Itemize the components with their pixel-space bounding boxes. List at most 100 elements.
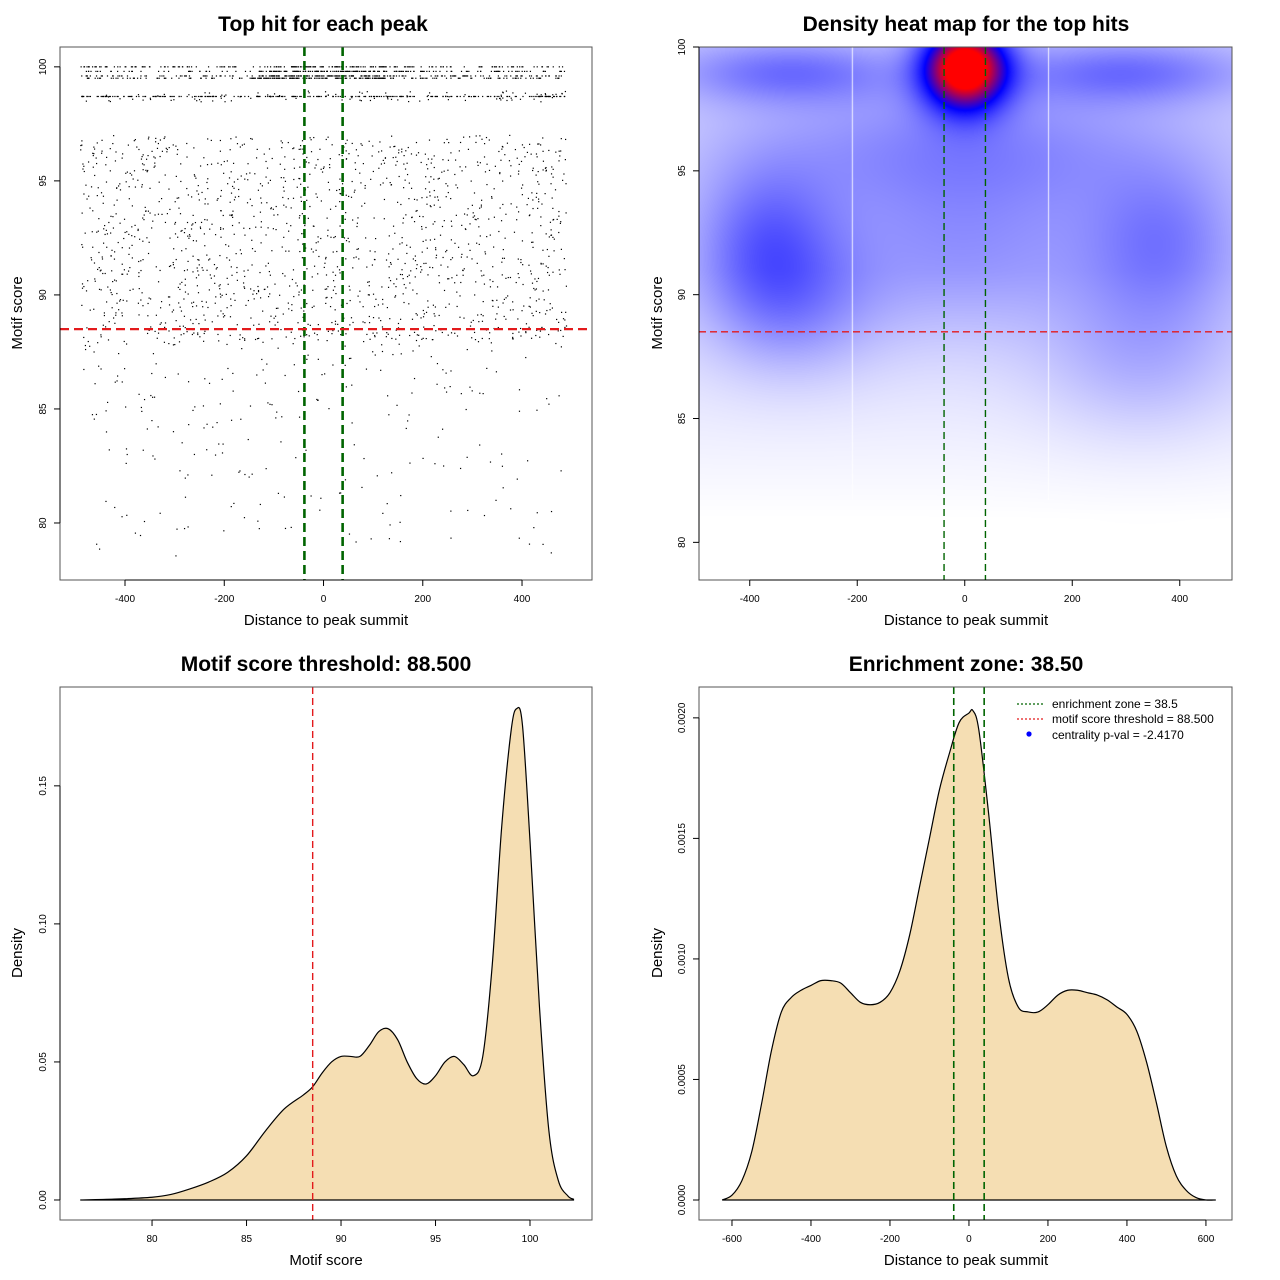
scatter-point <box>395 75 398 77</box>
scatter-point <box>130 95 132 98</box>
scatter-point <box>503 257 506 259</box>
scatter-point <box>267 182 269 184</box>
scatter-point <box>172 66 174 68</box>
scatter-point <box>450 197 452 200</box>
scatter-point <box>529 70 532 73</box>
scatter-point <box>267 95 269 98</box>
scatter-point <box>126 514 128 516</box>
scatter-point <box>432 267 434 269</box>
scatter-point <box>121 381 123 383</box>
scatter-point <box>394 66 396 68</box>
scatter-point <box>391 472 393 474</box>
scatter-point <box>329 158 331 160</box>
scatter-point <box>106 75 109 77</box>
scatter-point <box>497 326 499 329</box>
scatter-point <box>269 293 271 295</box>
scatter-point <box>428 181 430 183</box>
scatter-point <box>442 66 444 68</box>
scatter-point <box>385 336 387 338</box>
scatter-point <box>480 66 483 68</box>
scatter-point <box>126 171 128 173</box>
scatter-point <box>125 462 127 465</box>
scatter-point <box>501 465 504 467</box>
scatter-point <box>168 146 170 149</box>
scatter-point <box>389 146 391 148</box>
y-tick-label: 80 <box>677 536 688 548</box>
scatter-point <box>403 301 405 304</box>
scatter-point <box>388 414 390 416</box>
scatter-point <box>258 95 260 98</box>
scatter-point <box>419 100 421 102</box>
scatter-point <box>259 77 261 79</box>
scatter-point <box>228 177 231 179</box>
scatter-point <box>327 235 329 237</box>
scatter-point <box>518 70 520 73</box>
scatter-point <box>328 408 330 410</box>
scatter-point <box>537 181 539 183</box>
scatter-point <box>282 272 284 275</box>
scatter-point <box>321 77 324 79</box>
scatter-point <box>483 143 486 145</box>
scatter-point <box>282 196 284 199</box>
scatter-point <box>280 140 282 142</box>
scatter-point <box>533 66 535 68</box>
scatter-point <box>518 170 520 172</box>
scatter-point <box>433 155 435 157</box>
scatter-point <box>236 266 238 269</box>
scatter-point <box>257 289 260 292</box>
scatter-point <box>456 291 458 293</box>
y-tick-label: 0.0000 <box>677 1184 688 1215</box>
scatter-point <box>155 314 157 316</box>
scatter-point <box>326 217 328 219</box>
scatter-point <box>206 95 209 98</box>
scatter-point <box>492 305 494 307</box>
scatter-point <box>361 205 363 207</box>
scatter-point <box>222 443 224 445</box>
scatter-point <box>261 358 263 361</box>
scatter-point <box>297 322 299 324</box>
scatter-point <box>435 247 437 249</box>
scatter-point <box>556 218 558 220</box>
scatter-point <box>336 189 338 192</box>
scatter-point <box>344 345 346 347</box>
scatter-point <box>209 228 211 230</box>
scatter-point <box>382 512 384 514</box>
scatter-point <box>261 75 263 77</box>
scatter-point <box>262 310 264 312</box>
scatter-point <box>368 77 370 79</box>
scatter-point <box>530 95 532 98</box>
scatter-point <box>495 371 498 373</box>
scatter-point <box>285 98 287 101</box>
scatter-point <box>479 66 481 68</box>
scatter-point <box>285 336 287 338</box>
scatter-point <box>450 239 453 241</box>
scatter-point <box>117 95 119 98</box>
scatter-point <box>128 186 130 188</box>
scatter-point <box>510 97 512 99</box>
scatter-point <box>478 226 480 228</box>
scatter-point <box>373 77 376 79</box>
scatter-point <box>302 153 304 155</box>
scatter-point <box>476 242 478 244</box>
scatter-point <box>176 153 178 155</box>
scatter-point <box>217 333 219 336</box>
scatter-point <box>123 340 125 343</box>
scatter-point <box>291 95 293 98</box>
scatter-point <box>489 234 491 236</box>
scatter-point <box>227 66 230 68</box>
scatter-point <box>348 357 351 360</box>
scatter-point <box>121 247 123 249</box>
scatter-point <box>461 253 463 255</box>
scatter-point <box>345 386 347 388</box>
scatter-point <box>354 162 356 164</box>
scatter-point <box>131 244 133 246</box>
scatter-point <box>422 70 424 73</box>
scatter-point <box>330 297 333 299</box>
scatter-point <box>164 174 166 176</box>
scatter-point <box>443 170 445 172</box>
scatter-point <box>268 95 271 98</box>
scatter-point <box>177 66 179 68</box>
scatter-point <box>529 143 531 145</box>
scatter-point <box>277 214 279 216</box>
scatter-point <box>259 271 261 274</box>
